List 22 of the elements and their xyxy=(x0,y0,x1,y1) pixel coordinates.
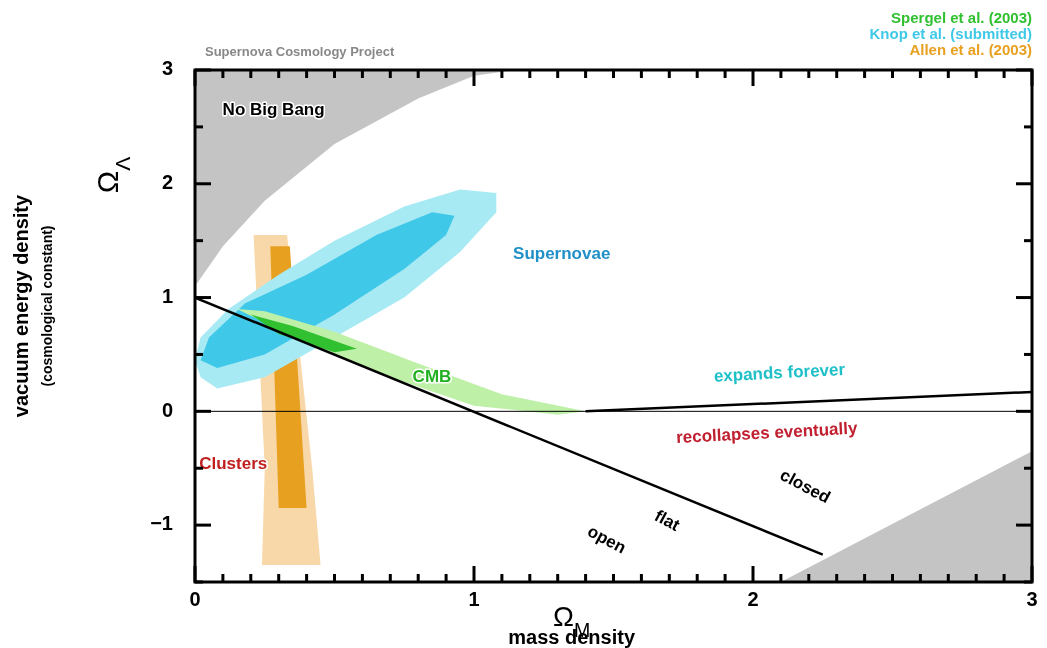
y-tick-label: 0 xyxy=(161,398,173,421)
x-axis-title: Ω$_{M}$ mass density xyxy=(508,601,636,648)
annotation: CMB xyxy=(412,366,452,386)
chart-title: Supernova Cosmology Project xyxy=(205,44,395,59)
x-tick-label: 1 xyxy=(468,588,480,610)
x-tick-label: 0 xyxy=(189,588,201,610)
annotation: flat xyxy=(651,506,684,536)
annotation: Supernovae xyxy=(513,243,611,263)
annotation: recollapses eventually xyxy=(675,418,859,448)
y-tick-label: −1 xyxy=(150,512,173,535)
y-tick-label: 1 xyxy=(161,284,173,307)
annotation: Clusters xyxy=(199,453,268,473)
x-tick-label: 3 xyxy=(1026,588,1038,610)
annotation: expands forever xyxy=(713,359,846,386)
text: Knop et al. (submitted) xyxy=(869,25,1032,43)
text: Allen et al. (2003) xyxy=(909,41,1032,59)
text: Spergel et al. (2003) xyxy=(891,9,1032,27)
annotation: open xyxy=(584,521,630,558)
x-tick-label: 2 xyxy=(747,588,759,610)
y-tick-label: 2 xyxy=(161,171,173,194)
annotation: No Big Bang xyxy=(222,100,325,120)
y-tick-label: 3 xyxy=(161,57,173,80)
